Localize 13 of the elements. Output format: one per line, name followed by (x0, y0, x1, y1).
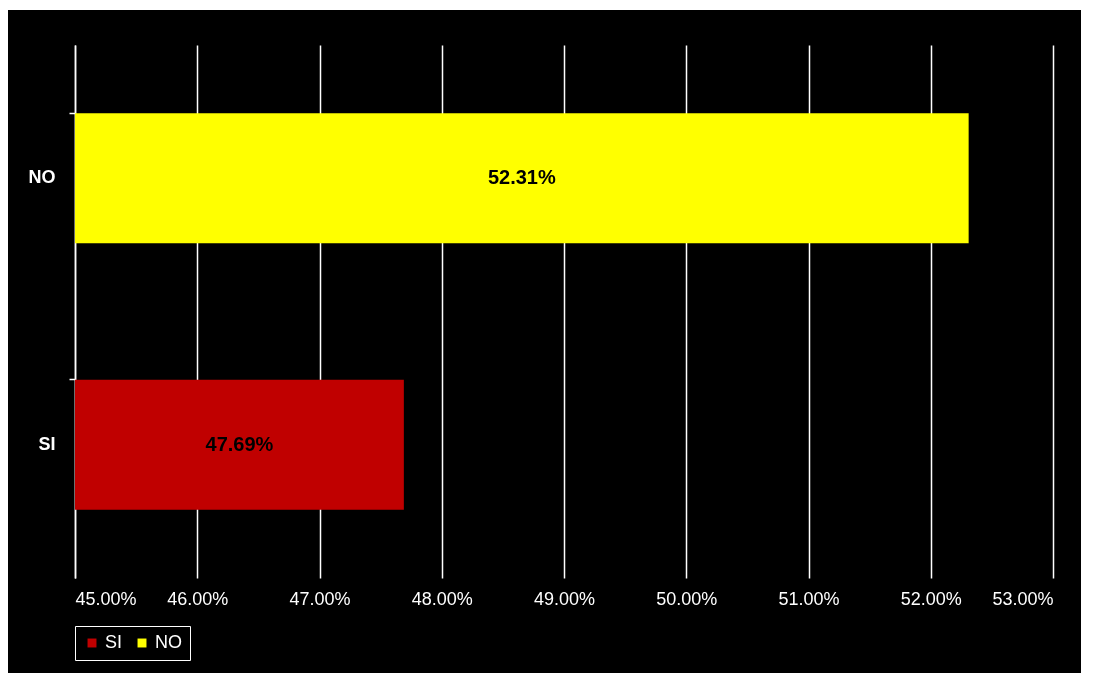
data-label: 52.31% (487, 166, 556, 189)
x-tick-label: 46.00% (167, 588, 229, 609)
legend-label: SI (105, 632, 123, 652)
x-tick-label: 52.00% (900, 588, 962, 609)
x-tick-label: 47.00% (289, 588, 351, 609)
x-tick-label: 48.00% (411, 588, 473, 609)
data-label: 47.69% (205, 432, 274, 455)
x-tick-label: 49.00% (533, 588, 596, 609)
x-tick-label: 50.00% (656, 588, 718, 609)
x-tick-label: 53.00% (992, 588, 1054, 609)
legend-label: NO (155, 632, 182, 652)
x-tick-label: 45.00% (75, 588, 137, 609)
x-tick-label: 51.00% (778, 588, 840, 609)
